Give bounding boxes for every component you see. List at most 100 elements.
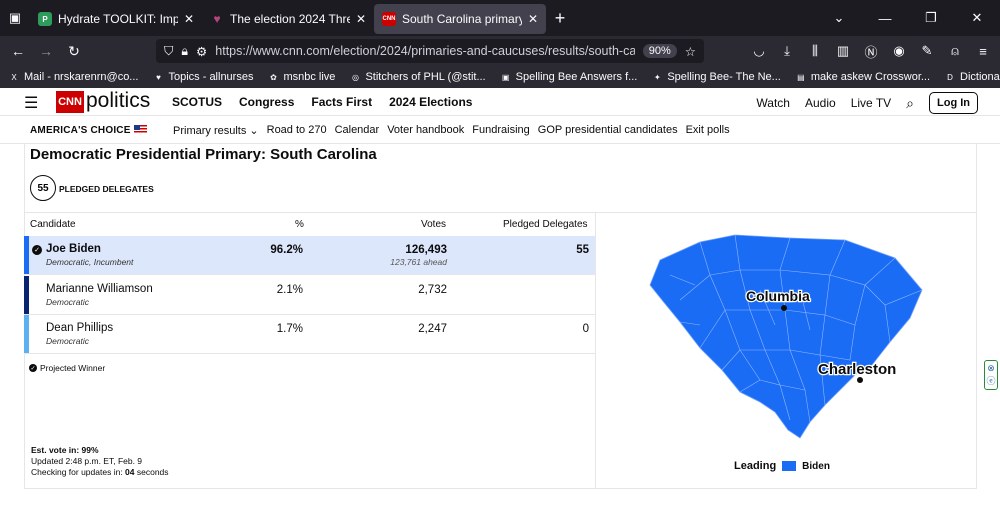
bookmark-item[interactable]: ✦ Spelling Bee- The Ne... [651, 71, 781, 83]
account-icon[interactable]: ⍝ [951, 43, 959, 58]
watch-link[interactable]: Watch [756, 96, 790, 110]
subnav-exit-polls[interactable]: Exit polls [685, 124, 730, 136]
candidate-color-bar [24, 276, 29, 314]
us-flag-icon [133, 125, 147, 134]
sidebar-icon[interactable]: ▥ [836, 43, 850, 58]
bookmark-favicon: ✦ [653, 72, 661, 82]
bookmark-label: Spelling Bee- The Ne... [667, 71, 781, 83]
download-icon[interactable]: ⤓ [784, 43, 790, 58]
candidate-color-bar [24, 236, 29, 274]
chevron-down-icon[interactable]: ⌄ [833, 10, 845, 25]
subnav-fundraising[interactable]: Fundraising [472, 124, 530, 136]
hamburger-menu-icon[interactable]: ☰ [24, 95, 39, 112]
candidate-pct: 2.1% [276, 284, 303, 296]
bookmark-label: make askew Crosswor... [810, 71, 931, 83]
window-controls: ⌄ — ❐ ✕ [816, 0, 1000, 36]
votes-ahead: 123,761 ahead [390, 257, 447, 267]
shield-icon[interactable]: ⛉ [164, 43, 174, 58]
pocket-icon[interactable]: ◡ [753, 43, 765, 58]
tab-list-icon[interactable]: ▣ [8, 10, 22, 25]
election-subnav: AMERICA'S CHOICE Primary results ⌄ Road … [0, 116, 1000, 144]
lock-icon[interactable]: 🔒︎ [181, 43, 189, 58]
candidate-pct: 96.2% [270, 244, 303, 256]
header-right: Watch Audio Live TV ⌕ Log In [756, 92, 978, 114]
address-bar[interactable]: ⛉ 🔒︎ ⚙ https://www.cnn.com/election/2024… [156, 39, 704, 63]
bookmark-favicon: ▤ [797, 72, 805, 82]
nav-congress[interactable]: Congress [239, 95, 295, 109]
toolbar-icons: ◡ ⤓ ⫼ ▥ Ⓝ ◉ ✎ ⍝ ≡ [748, 36, 994, 66]
legend-swatch-biden [782, 461, 797, 471]
bookmark-star-icon[interactable]: ☆ [684, 44, 696, 59]
new-tab-icon[interactable]: + [554, 7, 566, 28]
restore-icon[interactable]: ❐ [925, 10, 937, 25]
forward-icon[interactable]: → [39, 43, 53, 59]
candidate-pct: 1.7% [276, 323, 303, 335]
section-name[interactable]: politics [86, 89, 151, 112]
candidate-delegates: 55 [576, 244, 589, 256]
bookmark-label: Mail - nrskarenrn@co... [24, 71, 139, 83]
close-tab-icon[interactable]: ✕ [527, 12, 538, 26]
bookmark-item[interactable]: ♥ Topics - allnurses [152, 71, 253, 83]
bookmark-item[interactable]: ▣ Spelling Bee Answers f... [500, 71, 637, 83]
bookmark-item[interactable]: D Dictionary.com | Mean... [944, 71, 1000, 83]
tab-election-thread[interactable]: ♥ The election 2024 Thread - Pag ✕ [202, 4, 374, 34]
bookmark-item[interactable]: ✿ msnbc live [267, 71, 335, 83]
table-row-biden: ✓ Joe Biden Democratic, Incumbent 96.2% … [24, 236, 595, 275]
projected-winner-key: ✓ Projected Winner [29, 363, 105, 373]
back-icon[interactable]: ← [11, 43, 25, 59]
bookmark-item[interactable]: ▤ make askew Crosswor... [795, 71, 930, 83]
tab-hydrate[interactable]: P Hydrate TOOLKIT: Improving hy ✕ [30, 4, 202, 34]
bookmark-item[interactable]: X Mail - nrskarenrn@co... [8, 71, 138, 83]
col-header-votes: Votes [421, 219, 447, 230]
subnav-voter-handbook[interactable]: Voter handbook [387, 124, 465, 136]
zoom-level[interactable]: 90% [642, 44, 677, 58]
close-window-icon[interactable]: ✕ [971, 10, 983, 25]
extension-widget[interactable]: ⊗ ⓔ [984, 360, 998, 390]
col-header-delegates: Pledged Delegates [503, 219, 588, 230]
extension-e-icon[interactable]: ⓔ [986, 376, 996, 386]
nav-2024-elections[interactable]: 2024 Elections [389, 95, 473, 109]
tab-title: South Carolina primary electio [402, 12, 522, 26]
americas-choice-brand[interactable]: AMERICA'S CHOICE [30, 125, 147, 136]
candidate-party: Democratic, Incumbent [46, 257, 134, 267]
extension-duck-icon[interactable]: ◉ [893, 43, 905, 58]
menu-icon[interactable]: ≡ [979, 43, 987, 59]
divider [24, 212, 977, 213]
tab-favicon: CNN [382, 12, 396, 26]
login-button[interactable]: Log In [929, 92, 978, 114]
state-map[interactable]: Columbia Charleston [640, 230, 940, 445]
search-icon[interactable]: ⌕ [906, 94, 914, 111]
permissions-icon[interactable]: ⚙ [196, 44, 208, 59]
extension-n-icon[interactable]: Ⓝ [864, 44, 878, 60]
subnav-label: Primary results [173, 125, 247, 137]
close-icon[interactable]: ⊗ [987, 363, 995, 373]
cnn-logo[interactable]: CNN [56, 91, 84, 113]
nav-facts-first[interactable]: Facts First [311, 95, 373, 109]
bookmark-favicon: ♥ [156, 72, 161, 82]
pledged-delegates-count: 55 [30, 175, 56, 201]
library-icon[interactable]: ⫼ [812, 43, 818, 58]
nav-scotus[interactable]: SCOTUS [172, 95, 223, 109]
close-tab-icon[interactable]: ✕ [183, 12, 194, 26]
city-dot-charleston [857, 377, 863, 383]
bookmark-favicon: ✿ [270, 72, 277, 82]
minimize-icon[interactable]: — [878, 10, 892, 26]
subnav-items: Primary results ⌄ Road to 270 Calendar V… [173, 124, 730, 137]
subnav-road-to-270[interactable]: Road to 270 [266, 124, 327, 136]
bookmark-item[interactable]: ◎ Stitchers of PHL (@stit... [349, 71, 486, 83]
header-nav: SCOTUS Congress Facts First 2024 Electio… [172, 95, 472, 109]
est-vote: Est. vote in: 99% [31, 445, 99, 455]
subnav-calendar[interactable]: Calendar [334, 124, 380, 136]
extensions-icon[interactable]: ✎ [921, 43, 933, 58]
url-text[interactable]: https://www.cnn.com/election/2024/primar… [215, 44, 635, 58]
close-tab-icon[interactable]: ✕ [355, 12, 366, 26]
tab-cnn-sc-primary[interactable]: CNN South Carolina primary electio ✕ [374, 4, 546, 34]
bookmark-label: Topics - allnurses [168, 71, 254, 83]
brand-text: AMERICA'S CHOICE [30, 125, 131, 136]
live-tv-link[interactable]: Live TV [850, 96, 892, 110]
audio-link[interactable]: Audio [804, 96, 836, 110]
subnav-primary-results[interactable]: Primary results ⌄ [173, 124, 259, 137]
subnav-gop-candidates[interactable]: GOP presidential candidates [537, 124, 678, 136]
candidate-votes: 2,732 [418, 284, 447, 296]
reload-icon[interactable]: ↻ [68, 42, 80, 59]
